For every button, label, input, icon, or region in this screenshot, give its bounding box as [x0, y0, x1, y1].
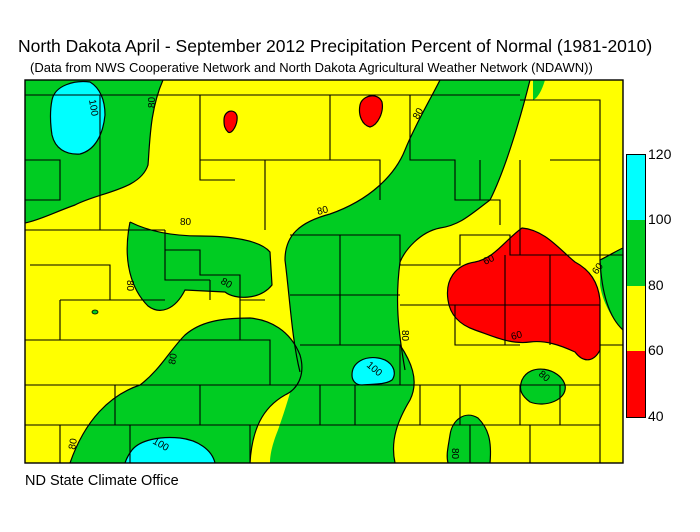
legend-tick-60: 60 [648, 342, 664, 358]
green-spot-west [91, 309, 99, 315]
contour-label: 80 [399, 330, 410, 342]
contour-label: 80 [167, 352, 180, 365]
contour-label: 100 [86, 99, 100, 118]
green-zone-northeast-band [285, 80, 530, 372]
county-line [400, 304, 520, 346]
county-line [519, 159, 600, 255]
contour-label: 80 [147, 96, 158, 108]
county-line [520, 99, 601, 255]
legend-tick-80: 80 [648, 277, 664, 293]
contour-label: 60 [482, 253, 497, 268]
contour-line [223, 110, 238, 134]
county-line [265, 95, 381, 200]
county-line [599, 305, 623, 463]
county-line [290, 234, 401, 265]
credit-text: ND State Climate Office [25, 473, 179, 489]
county-line [59, 425, 131, 463]
contour-line [284, 79, 441, 373]
county-line [30, 264, 111, 300]
legend-swatch-80-100 [627, 220, 645, 286]
map-subtitle: (Data from NWS Cooperative Network and N… [30, 60, 593, 75]
county-line [409, 95, 501, 225]
contour-line [69, 317, 303, 464]
contour-label: 80 [411, 106, 426, 122]
county-line [419, 385, 461, 425]
contour-line [49, 80, 106, 155]
contour-line [519, 368, 566, 405]
contour-line [351, 357, 395, 386]
county-line [469, 425, 531, 463]
county-line [25, 339, 271, 385]
red-zone-north-2 [359, 95, 383, 127]
county-line [199, 95, 266, 230]
contour-line [24, 79, 164, 224]
green-zone-southeast [447, 415, 491, 463]
legend-color-bar [626, 154, 646, 418]
county-boundaries [25, 94, 623, 463]
green-zone-northeast-edge [533, 80, 545, 100]
contour-label: 80 [124, 280, 135, 292]
contour-label: 80 [449, 448, 460, 460]
county-line [209, 280, 241, 340]
contour-line [358, 95, 383, 128]
county-line [199, 385, 251, 463]
county-line [25, 159, 61, 201]
green-zone-south [70, 318, 302, 463]
state-border [24, 79, 624, 464]
map-title: North Dakota April - September 2012 Prec… [18, 36, 653, 56]
contour-line [446, 227, 601, 361]
green-zone-southeast-spot [520, 369, 566, 405]
contour-label: 80 [219, 276, 235, 291]
county-line [519, 385, 561, 425]
red-zone-east [447, 228, 600, 360]
county-line [319, 385, 356, 425]
county-line [300, 344, 401, 385]
contour-lines [24, 79, 624, 464]
contour-line [124, 436, 216, 464]
contour-label: 80 [180, 217, 192, 228]
legend-swatch-60-80 [627, 286, 645, 351]
contour-line [126, 221, 273, 311]
cyan-zone-south [125, 437, 215, 463]
county-line [164, 230, 265, 301]
contour-line [396, 79, 531, 371]
contour-label: 80 [67, 437, 80, 450]
legend-tick-120: 120 [648, 146, 672, 162]
county-line [25, 385, 600, 426]
contour-line [392, 344, 415, 464]
cyan-zone-central-east [352, 357, 395, 385]
county-line [25, 95, 165, 231]
county-line [504, 255, 551, 345]
legend-swatch-40-60 [627, 351, 645, 417]
contour-label: 60 [510, 329, 524, 343]
county-line [59, 299, 165, 340]
green-zone-east-edge [600, 248, 623, 330]
legend-swatch-100-120 [627, 155, 645, 220]
contour-label: 80 [316, 204, 330, 218]
red-zone-north-1 [224, 111, 238, 133]
legend-tick-100: 100 [648, 211, 672, 227]
cyan-zone-northwest [50, 81, 105, 155]
legend-tick-40: 40 [648, 408, 664, 424]
